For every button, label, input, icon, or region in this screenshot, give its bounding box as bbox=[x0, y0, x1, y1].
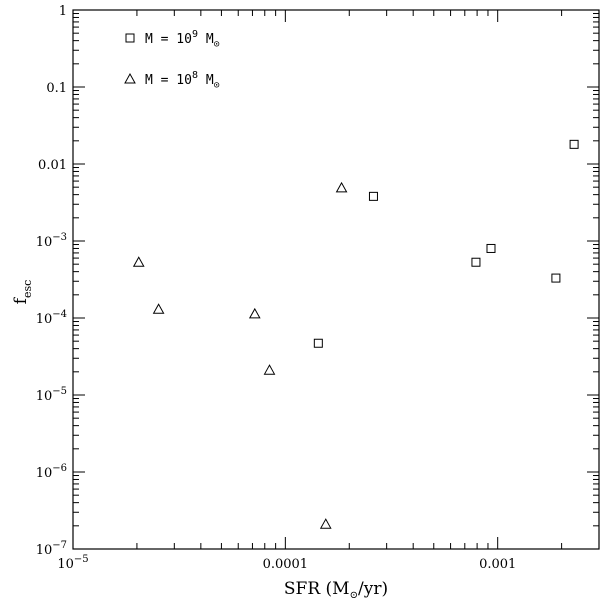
y-tick-label: 10−5 bbox=[36, 386, 67, 404]
y-axis-title-subscript: esc bbox=[21, 280, 34, 298]
x-tick-label: 10−5 bbox=[57, 554, 88, 572]
data-point-square bbox=[551, 273, 561, 283]
data-point-triangle bbox=[248, 307, 261, 319]
data-point-square bbox=[471, 257, 481, 267]
y-tick-label: 10−4 bbox=[36, 309, 67, 327]
y-tick-label: 10−3 bbox=[36, 232, 67, 250]
points-layer bbox=[132, 139, 579, 529]
x-axis-title-part-2: /yr) bbox=[358, 579, 388, 599]
data-point-triangle bbox=[263, 364, 276, 375]
x-tick-label: 0.001 bbox=[479, 557, 516, 572]
y-tick-label: 1 bbox=[59, 4, 67, 19]
legend: M = 109 M⊙ M = 108 M⊙ bbox=[124, 29, 220, 91]
y-axis-title: fesc bbox=[11, 280, 34, 305]
plot-frame bbox=[72, 9, 600, 550]
y-tick-label: 10−6 bbox=[36, 463, 67, 481]
y-tick-label: 0.01 bbox=[38, 158, 67, 173]
legend-label-square: M = 109 M⊙ bbox=[145, 29, 220, 50]
data-point-square bbox=[313, 338, 323, 348]
legend-label-triangle: M = 108 M⊙ bbox=[145, 70, 220, 91]
x-axis-title-part-1: SFR (M bbox=[284, 579, 350, 599]
data-point-square bbox=[569, 139, 579, 149]
data-point-triangle bbox=[132, 256, 145, 267]
data-point-triangle bbox=[335, 181, 348, 193]
y-axis-title-f: f bbox=[11, 296, 31, 304]
data-point-triangle bbox=[319, 518, 332, 529]
y-tick-label: 10−7 bbox=[36, 540, 67, 558]
legend-marker-triangle bbox=[124, 72, 136, 84]
ticks-layer: 10−5 0.0001 0.001 1 0.1 0.01 10−3 10−4 10−5 10−6 1… bbox=[36, 4, 599, 572]
legend-marker-square bbox=[125, 33, 135, 43]
y-tick-label: 0.1 bbox=[46, 81, 67, 96]
x-axis-title-sun-symbol: ⊙ bbox=[350, 590, 358, 601]
x-tick-label: 0.0001 bbox=[263, 557, 309, 572]
data-point-square bbox=[486, 243, 496, 253]
x-axis-title: SFR (M⊙/yr) bbox=[284, 579, 388, 601]
data-point-square bbox=[368, 191, 378, 201]
data-point-triangle bbox=[152, 303, 165, 314]
